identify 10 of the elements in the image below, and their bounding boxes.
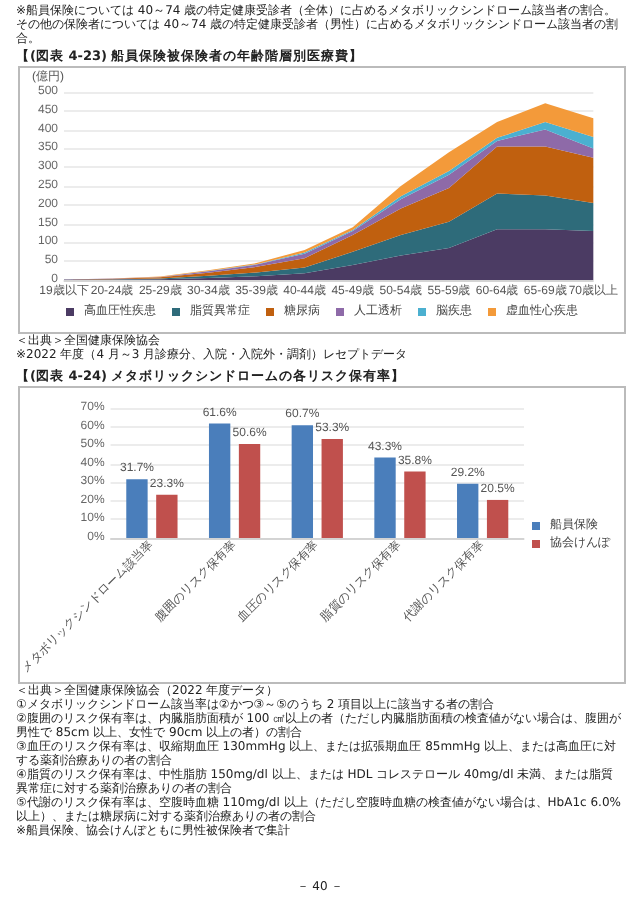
bar [321,439,343,538]
bar [404,471,426,538]
bar [208,423,231,538]
bar [156,494,178,538]
bar [291,425,314,538]
bar [374,457,396,538]
bar [126,479,148,538]
bar [238,444,261,538]
bar [486,499,509,538]
bar [457,483,479,538]
